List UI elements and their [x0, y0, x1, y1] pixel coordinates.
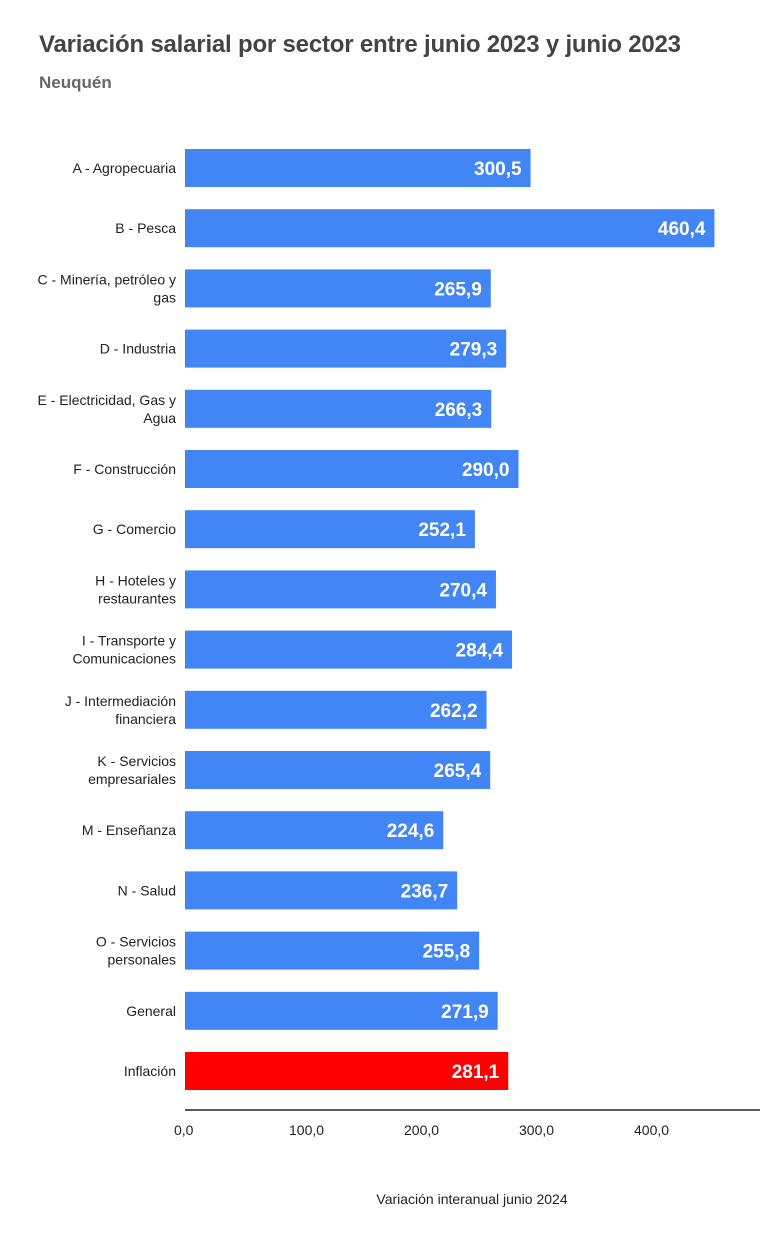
category-label-line: O - Servicios: [96, 934, 176, 950]
data-label: 262,2: [430, 701, 478, 722]
category-label-line: E - Electricidad, Gas y: [38, 392, 177, 408]
data-label: 255,8: [423, 942, 471, 963]
category-label: C - Minería, petróleo y gas: [38, 271, 177, 305]
x-tick-label: 0,0: [174, 1122, 194, 1138]
data-label: 290,0: [462, 460, 510, 481]
data-label: 284,4: [456, 641, 504, 662]
bar: [185, 630, 513, 669]
x-axis-title: Variación interanual junio 2024: [376, 1191, 567, 1207]
category-label-line: financiera: [115, 711, 176, 727]
bar: [185, 450, 519, 488]
bar: [185, 269, 491, 308]
category-label-line: C - Minería, petróleo y: [38, 271, 177, 287]
category-label-line: B - Pesca: [115, 220, 176, 236]
category-label-line: I - Transporte y: [82, 633, 176, 649]
category-label: B - Pesca: [115, 220, 176, 236]
category-label-line: G - Comercio: [93, 521, 176, 537]
bar: [185, 389, 492, 428]
category-label-line: empresariales: [88, 771, 176, 787]
bar: [185, 871, 458, 910]
category-label: F - Construcción: [73, 461, 176, 477]
data-label: 265,9: [434, 279, 482, 300]
bar: [185, 1052, 509, 1090]
category-label: H - Hoteles y restaurantes: [95, 572, 176, 606]
category-label-line: N - Salud: [118, 882, 176, 898]
category-label: O - Servicios personales: [96, 934, 176, 968]
category-label: E - Electricidad, Gas y Agua: [38, 392, 177, 426]
category-label-line: H - Hoteles y: [95, 572, 176, 588]
data-label: 270,4: [439, 580, 487, 601]
bar: [185, 329, 507, 368]
x-tick-label: 400,0: [634, 1122, 669, 1138]
data-label: 279,3: [450, 340, 498, 361]
x-tick-label: 300,0: [519, 1122, 554, 1138]
category-label: D - Industria: [100, 341, 176, 357]
bar: [185, 751, 491, 789]
category-label-line: A - Agropecuaria: [72, 160, 176, 176]
category-label-line: J - Intermediación: [65, 693, 176, 709]
data-label: 224,6: [387, 821, 435, 842]
data-label: 236,7: [401, 881, 449, 902]
bar: [185, 510, 475, 549]
data-label: 252,1: [418, 520, 466, 541]
category-label-line: M - Enseñanza: [82, 822, 176, 838]
bar: [185, 931, 480, 970]
category-label: I - Transporte y Comunicaciones: [73, 633, 177, 667]
category-label: J - Intermediación financiera: [65, 693, 176, 727]
bar: [185, 149, 531, 187]
category-label: Inflación: [124, 1063, 176, 1079]
category-label-line: gas: [153, 289, 176, 305]
data-label: 460,4: [658, 219, 706, 240]
category-label-line: K - Servicios: [97, 753, 176, 769]
category-label-line: restaurantes: [98, 590, 176, 606]
bar: [185, 811, 444, 850]
data-label: 265,4: [434, 761, 482, 782]
category-label: N - Salud: [118, 882, 176, 898]
category-label-line: Agua: [143, 410, 176, 426]
category-label: G - Comercio: [93, 521, 176, 537]
chart-subtitle: Neuquén: [39, 73, 112, 92]
bar: [185, 991, 498, 1030]
bar: [185, 570, 496, 609]
bar: [185, 690, 487, 729]
category-label: General: [126, 1003, 176, 1019]
category-label-line: D - Industria: [100, 341, 176, 357]
category-label-line: personales: [108, 952, 177, 968]
bar: [185, 209, 715, 248]
category-label: A - Agropecuaria: [72, 160, 176, 176]
x-tick-label: 100,0: [289, 1122, 324, 1138]
data-label: 281,1: [452, 1062, 500, 1083]
category-label-line: F - Construcción: [73, 461, 176, 477]
category-label: M - Enseñanza: [82, 822, 176, 838]
category-label-line: General: [126, 1003, 176, 1019]
data-label: 266,3: [435, 400, 483, 421]
data-label: 300,5: [474, 159, 522, 180]
x-tick-label: 200,0: [404, 1122, 439, 1138]
category-label: K - Servicios empresariales: [88, 753, 176, 787]
category-label-line: Comunicaciones: [73, 651, 177, 667]
data-label: 271,9: [441, 1002, 489, 1023]
category-label-line: Inflación: [124, 1063, 176, 1079]
chart-title: Variación salarial por sector entre juni…: [39, 31, 681, 58]
